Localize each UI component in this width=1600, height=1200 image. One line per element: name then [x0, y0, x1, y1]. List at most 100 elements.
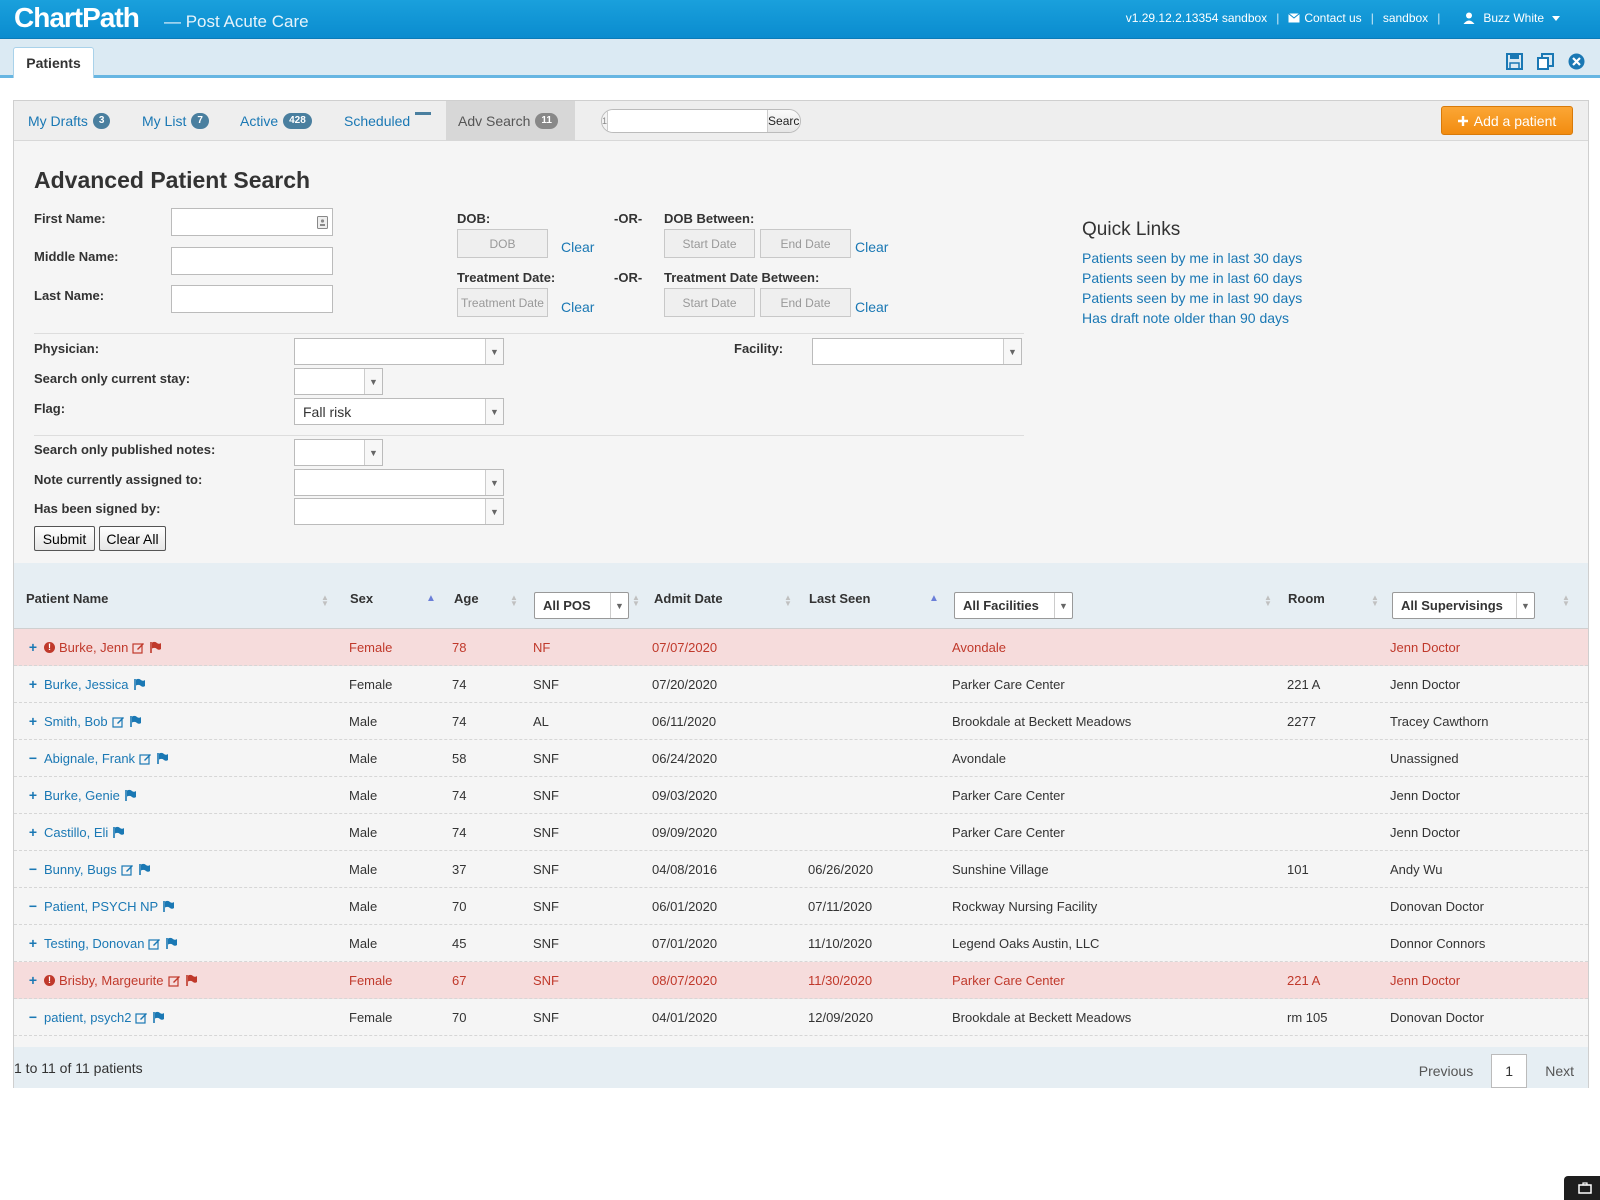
patient-name-link[interactable]: Burke, Jessica [44, 676, 129, 692]
patient-name-link[interactable]: Castillo, Eli [44, 824, 109, 840]
expand-toggle-icon[interactable]: − [28, 1009, 38, 1025]
facility-filter-select[interactable]: All Facilities ▼ [954, 592, 1073, 619]
quick-link-90-days[interactable]: Patients seen by me in last 90 days [1082, 290, 1303, 306]
last-name-input[interactable] [171, 285, 333, 313]
expand-toggle-icon[interactable]: + [28, 676, 38, 692]
flag-icon[interactable] [149, 641, 162, 654]
clear-all-button[interactable]: Clear All [99, 526, 166, 551]
user-menu[interactable]: Buzz White [1463, 11, 1560, 25]
flag-icon[interactable] [133, 678, 146, 691]
table-row[interactable]: − Bunny, Bugs Male 37 SNF 04/08/2016 06/26/202… [14, 851, 1588, 888]
edit-note-icon[interactable] [139, 752, 152, 765]
column-sex[interactable]: Sex [350, 591, 374, 606]
next-button[interactable]: Next [1545, 1063, 1574, 1079]
table-row[interactable]: + Smith, Bob Male 74 AL 06/11/2020 Brookdale a… [14, 703, 1588, 740]
column-room[interactable]: Room [1288, 591, 1325, 606]
expand-toggle-icon[interactable]: + [28, 787, 38, 803]
table-row[interactable]: + Castillo, Eli Male 74 SNF 09/09/2020 Parker … [14, 814, 1588, 851]
tab-my-drafts[interactable]: My Drafts 3 [28, 101, 111, 141]
sort-icon[interactable]: ▲ ▼ [784, 593, 792, 608]
quick-link-draft-older-90[interactable]: Has draft note older than 90 days [1082, 310, 1290, 326]
patient-name-link[interactable]: Testing, Donovan [44, 935, 145, 951]
save-icon[interactable] [1505, 52, 1524, 71]
patient-name-link[interactable]: patient, psych2 [44, 1009, 132, 1025]
table-row[interactable]: +! Burke, Jenn Female 78 NF 07/07/2020 Avondal… [14, 629, 1588, 666]
sort-icon[interactable]: ▲ ▼ [1264, 593, 1272, 608]
pos-filter-select[interactable]: All POS ▼ [534, 592, 629, 619]
dob-end-date-input[interactable]: End Date [760, 229, 851, 258]
tab-my-list[interactable]: My List 7 [142, 101, 209, 141]
sort-icon[interactable]: ▲ ▼ [321, 593, 329, 608]
tab-active[interactable]: Active 428 [240, 101, 312, 141]
dob-clear-link[interactable]: Clear [561, 239, 595, 255]
page-number-button[interactable]: 1 [1491, 1054, 1528, 1088]
assigned-to-select[interactable]: ▼ [294, 469, 504, 496]
table-row[interactable]: + Burke, Jessica Female 74 SNF 07/20/2020 Park… [14, 666, 1588, 703]
table-row[interactable]: − patient, psych2 Female 70 SNF 04/01/2020 12/… [14, 999, 1588, 1036]
sort-icon[interactable]: ▲ ▼ [510, 593, 518, 608]
treatment-date-clear-link[interactable]: Clear [561, 299, 595, 315]
expand-toggle-icon[interactable]: + [28, 824, 38, 840]
treatment-start-date-input[interactable]: Start Date [664, 288, 755, 317]
expand-toggle-icon[interactable]: + [28, 972, 38, 988]
dob-start-date-input[interactable]: Start Date [664, 229, 755, 258]
first-name-input[interactable] [171, 208, 333, 236]
env-link[interactable]: sandbox [1382, 11, 1429, 25]
edit-note-icon[interactable] [121, 863, 134, 876]
patient-name-link[interactable]: Smith, Bob [44, 713, 108, 729]
table-row[interactable]: +! Brisby, Margeurite Female 67 SNF 08/07/202… [14, 962, 1588, 999]
expand-toggle-icon[interactable]: + [28, 639, 38, 655]
quick-search-input[interactable] [608, 110, 768, 132]
current-stay-select[interactable]: ▼ [294, 368, 383, 395]
expand-toggle-icon[interactable]: − [28, 750, 38, 766]
flag-icon[interactable] [138, 863, 151, 876]
copy-icon[interactable] [1536, 52, 1555, 71]
quick-search-button[interactable]: Search [767, 110, 800, 132]
table-row[interactable]: − Abignale, Frank Male 58 SNF 06/24/2020 Avond… [14, 740, 1588, 777]
treatment-date-input[interactable]: Treatment Date [457, 288, 548, 317]
physician-select[interactable]: ▼ [294, 338, 504, 365]
expand-toggle-icon[interactable]: − [28, 861, 38, 877]
tab-scheduled[interactable]: Scheduled [344, 101, 432, 141]
tab-adv-search[interactable]: Adv Search 11 [446, 101, 575, 141]
sort-ascending-icon[interactable]: ▲ [426, 593, 436, 604]
flag-icon[interactable] [185, 974, 198, 987]
flag-icon[interactable] [112, 826, 125, 839]
signed-by-select[interactable]: ▼ [294, 498, 504, 525]
previous-button[interactable]: Previous [1418, 1063, 1474, 1079]
edit-note-icon[interactable] [135, 1011, 148, 1024]
facility-select[interactable]: ▼ [812, 338, 1022, 365]
sort-icon[interactable]: ▲ ▼ [632, 593, 640, 608]
edit-note-icon[interactable] [132, 641, 145, 654]
flag-icon[interactable] [165, 937, 178, 950]
table-row[interactable]: − Patient, PSYCH NP Male 70 SNF 06/01/2020 07/… [14, 888, 1588, 925]
column-age[interactable]: Age [454, 591, 479, 606]
column-last-seen[interactable]: Last Seen [809, 591, 871, 606]
submit-button[interactable]: Submit [34, 526, 95, 551]
expand-toggle-icon[interactable]: + [28, 935, 38, 951]
sort-icon[interactable]: ▲ ▼ [1371, 593, 1379, 608]
sort-ascending-icon[interactable]: ▲ [929, 593, 939, 604]
patient-name-link[interactable]: Abignale, Frank [44, 750, 136, 766]
quick-link-30-days[interactable]: Patients seen by me in last 30 days [1082, 250, 1303, 266]
add-patient-button[interactable]: Add a patient [1441, 106, 1573, 135]
expand-toggle-icon[interactable]: + [28, 713, 38, 729]
dob-between-clear-link[interactable]: Clear [855, 239, 889, 255]
column-admit-date[interactable]: Admit Date [654, 591, 723, 606]
flag-icon[interactable] [152, 1011, 165, 1024]
middle-name-input[interactable] [171, 247, 333, 275]
patient-name-link[interactable]: Brisby, Margeurite [59, 972, 164, 988]
close-icon[interactable] [1567, 52, 1586, 71]
flag-icon[interactable] [162, 900, 175, 913]
bottom-corner-widget[interactable] [1564, 1176, 1600, 1200]
patient-name-link[interactable]: Burke, Jenn [59, 639, 129, 655]
treatment-end-date-input[interactable]: End Date [760, 288, 851, 317]
edit-note-icon[interactable] [148, 937, 161, 950]
sort-icon[interactable]: ▲ ▼ [1562, 593, 1570, 608]
quick-link-60-days[interactable]: Patients seen by me in last 60 days [1082, 270, 1303, 286]
table-row[interactable]: + Testing, Donovan Male 45 SNF 07/01/2020 11/1… [14, 925, 1588, 962]
published-notes-select[interactable]: ▼ [294, 439, 383, 466]
flag-icon[interactable] [129, 715, 142, 728]
column-patient-name[interactable]: Patient Name [26, 591, 109, 606]
patient-name-link[interactable]: Burke, Genie [44, 787, 120, 803]
